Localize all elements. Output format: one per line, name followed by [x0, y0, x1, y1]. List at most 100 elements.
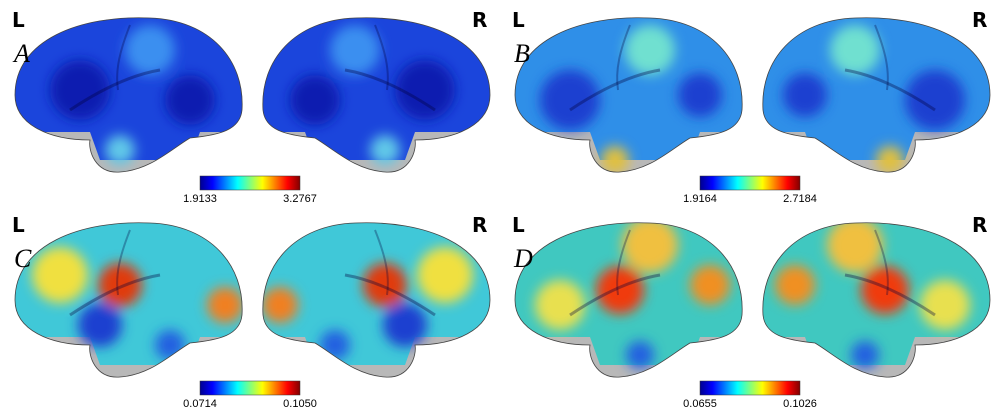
colorbar-max: 0.1050: [283, 398, 317, 410]
surface-map: [262, 222, 490, 365]
patch: [690, 265, 730, 305]
sulcus: [116, 24, 131, 91]
colorbar-min: 0.0655: [683, 398, 717, 410]
patch: [830, 25, 880, 75]
patch: [395, 60, 455, 120]
outline: [14, 17, 243, 173]
activation-patches: [775, 222, 970, 369]
surface-map: [262, 17, 490, 165]
surface-fill: [15, 17, 243, 132]
surface-map: [762, 222, 990, 369]
patch: [155, 330, 185, 360]
patch: [905, 70, 965, 130]
hemisphere-label: L: [12, 213, 25, 237]
colorbar-max: 3.2767: [283, 193, 317, 205]
colorbar-max: 2.7184: [783, 193, 817, 205]
surface-fill: [515, 17, 743, 132]
surface-map: [15, 17, 243, 165]
patch: [98, 263, 142, 307]
patch: [678, 73, 722, 117]
surface-map: [515, 222, 743, 369]
panel-label: D: [513, 244, 533, 273]
hemisphere-label: R: [472, 213, 487, 237]
surface-map: [15, 222, 243, 365]
left-hemisphere: [14, 17, 243, 173]
patch: [540, 70, 600, 130]
left-hemisphere: [514, 17, 743, 173]
patch: [78, 303, 122, 347]
patch: [125, 25, 175, 75]
patch: [207, 287, 243, 323]
sulcus: [344, 273, 436, 317]
colorbar: [699, 380, 801, 396]
patch: [383, 303, 427, 347]
patch: [165, 75, 215, 125]
right-hemisphere: [762, 17, 991, 173]
outline: [262, 17, 491, 173]
patch: [417, 247, 473, 303]
outline: [262, 222, 491, 378]
colorbar: [199, 380, 301, 396]
patch: [262, 287, 298, 323]
sulcus: [374, 24, 389, 91]
colorbar: [699, 175, 801, 191]
colorbar-min: 0.0714: [183, 398, 217, 410]
patch: [775, 265, 815, 305]
panel: L R D 0.0655 0.1026: [512, 213, 991, 410]
hemisphere-label: L: [512, 8, 525, 32]
hemisphere-label: L: [512, 213, 525, 237]
panel: L R A 1.9133 3.2767: [12, 8, 491, 205]
outline: [762, 222, 991, 378]
outline: [14, 222, 243, 378]
sulcus: [569, 68, 661, 112]
hemisphere-label: R: [472, 8, 487, 32]
colorbar-max: 0.1026: [783, 398, 817, 410]
patch: [626, 341, 654, 369]
patch: [783, 73, 827, 117]
patch: [290, 75, 340, 125]
panel: L R C 0.0714 0.1050: [12, 213, 491, 410]
patch: [601, 146, 629, 173]
patch: [320, 330, 350, 360]
patch: [622, 222, 678, 273]
right-hemisphere: [262, 17, 491, 173]
hemisphere-label: R: [972, 213, 987, 237]
hemisphere-label: R: [972, 8, 987, 32]
sulcus: [69, 273, 161, 317]
left-hemisphere: [514, 222, 743, 378]
sulcus: [569, 273, 661, 317]
panel-label: A: [12, 39, 30, 68]
sulcus: [69, 68, 161, 112]
patch: [330, 25, 380, 75]
patch: [370, 135, 400, 165]
patch: [535, 280, 585, 330]
outline: [514, 222, 743, 378]
activation-patches: [540, 25, 722, 173]
panel: L R B 1.9164 2.7184: [512, 8, 991, 205]
sulcus: [844, 273, 936, 317]
panel-label: B: [514, 39, 530, 68]
right-hemisphere: [262, 222, 491, 378]
patch: [861, 266, 909, 314]
sulcus: [616, 24, 631, 91]
surface-map: [762, 17, 990, 173]
patch: [596, 266, 644, 314]
sulcus: [616, 229, 631, 296]
patch: [105, 135, 135, 165]
patch: [851, 341, 879, 369]
activation-patches: [290, 25, 455, 165]
outline: [762, 17, 991, 173]
panel-label: C: [14, 244, 32, 273]
sulcus: [874, 24, 889, 91]
patch: [827, 222, 883, 273]
sulcus: [874, 229, 889, 296]
left-hemisphere: [14, 222, 243, 378]
activation-patches: [535, 222, 730, 369]
activation-patches: [783, 25, 965, 173]
colorbar-min: 1.9164: [683, 193, 717, 205]
patch: [32, 247, 88, 303]
patch: [363, 263, 407, 307]
patch: [920, 280, 970, 330]
patch: [625, 25, 675, 75]
